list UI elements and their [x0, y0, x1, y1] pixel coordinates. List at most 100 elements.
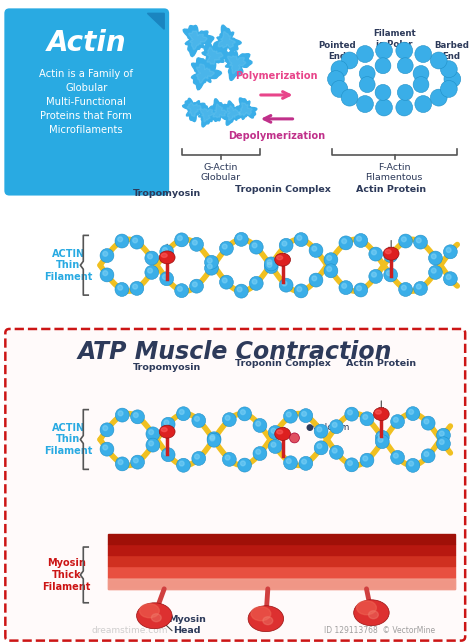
Circle shape: [360, 453, 374, 467]
Circle shape: [342, 283, 346, 289]
Circle shape: [342, 239, 346, 243]
Text: Myosin
Head: Myosin Head: [168, 615, 206, 634]
Circle shape: [147, 268, 153, 273]
Circle shape: [210, 435, 215, 439]
Circle shape: [175, 283, 189, 298]
Circle shape: [190, 238, 203, 251]
Circle shape: [115, 283, 129, 296]
Ellipse shape: [151, 614, 161, 621]
Circle shape: [118, 460, 123, 464]
Ellipse shape: [139, 604, 159, 618]
Circle shape: [115, 234, 129, 248]
Text: dreamstime.com: dreamstime.com: [91, 625, 168, 634]
Circle shape: [406, 459, 420, 472]
Circle shape: [378, 437, 383, 442]
Circle shape: [207, 432, 221, 446]
Circle shape: [359, 66, 375, 82]
Circle shape: [252, 279, 257, 284]
Circle shape: [312, 246, 317, 251]
Polygon shape: [189, 31, 207, 50]
Circle shape: [240, 410, 246, 415]
Text: Actin is a Family of
Globular
Multi-Functional
Proteins that Form
Microfilaments: Actin is a Family of Globular Multi-Func…: [39, 69, 133, 135]
Bar: [108, 555, 456, 566]
Circle shape: [271, 428, 276, 433]
Polygon shape: [221, 52, 252, 80]
Circle shape: [393, 453, 398, 458]
Circle shape: [347, 410, 352, 415]
Ellipse shape: [368, 611, 378, 619]
Circle shape: [179, 461, 184, 466]
Text: ACTIN
Thin
Filament: ACTIN Thin Filament: [44, 249, 93, 282]
Circle shape: [133, 238, 137, 243]
Circle shape: [375, 99, 392, 116]
Circle shape: [256, 450, 261, 454]
Circle shape: [164, 451, 169, 455]
Circle shape: [103, 445, 108, 450]
Circle shape: [252, 243, 257, 248]
Circle shape: [327, 267, 332, 272]
Polygon shape: [196, 105, 219, 127]
Text: Filament
is Polar: Filament is Polar: [373, 29, 416, 49]
Bar: [108, 534, 456, 544]
Circle shape: [267, 260, 272, 265]
Circle shape: [324, 264, 338, 278]
Circle shape: [147, 254, 153, 259]
Circle shape: [283, 456, 297, 469]
Circle shape: [163, 274, 167, 279]
Circle shape: [444, 272, 457, 286]
Text: Pointed
End: Pointed End: [318, 41, 356, 61]
Circle shape: [314, 424, 328, 438]
Circle shape: [118, 285, 123, 290]
Text: Depolymerization: Depolymerization: [228, 131, 325, 141]
Circle shape: [253, 446, 267, 460]
Polygon shape: [187, 102, 201, 117]
Polygon shape: [209, 99, 232, 121]
Ellipse shape: [251, 607, 271, 621]
Ellipse shape: [385, 250, 391, 254]
Circle shape: [372, 250, 376, 255]
Circle shape: [210, 436, 215, 441]
Circle shape: [332, 448, 337, 453]
Circle shape: [375, 430, 389, 444]
Circle shape: [331, 80, 348, 97]
Circle shape: [238, 407, 252, 421]
Ellipse shape: [375, 410, 381, 414]
Polygon shape: [196, 64, 214, 83]
Polygon shape: [182, 99, 206, 122]
Circle shape: [369, 247, 383, 261]
Circle shape: [386, 270, 392, 276]
Circle shape: [222, 452, 236, 466]
Circle shape: [130, 235, 144, 249]
Circle shape: [118, 237, 123, 242]
Circle shape: [240, 461, 246, 466]
Circle shape: [428, 265, 442, 279]
Circle shape: [222, 244, 227, 249]
Circle shape: [294, 284, 308, 298]
Text: F-Actin
Filamentous: F-Actin Filamentous: [365, 163, 423, 182]
Circle shape: [414, 235, 428, 249]
Circle shape: [131, 455, 145, 469]
Circle shape: [360, 412, 374, 426]
Circle shape: [430, 52, 447, 69]
Polygon shape: [228, 56, 246, 73]
Circle shape: [439, 440, 444, 444]
Circle shape: [235, 284, 248, 298]
Circle shape: [207, 433, 221, 447]
Bar: [108, 566, 456, 577]
Circle shape: [416, 284, 421, 289]
Circle shape: [297, 287, 302, 292]
Circle shape: [283, 409, 297, 423]
Ellipse shape: [277, 256, 283, 260]
Circle shape: [177, 287, 182, 291]
Ellipse shape: [159, 425, 175, 438]
Circle shape: [279, 278, 293, 292]
Circle shape: [314, 441, 328, 455]
Circle shape: [324, 252, 338, 267]
Circle shape: [133, 413, 138, 417]
Circle shape: [359, 77, 375, 93]
Circle shape: [414, 281, 428, 296]
Circle shape: [312, 276, 317, 281]
Circle shape: [282, 241, 287, 246]
Text: Actin: Actin: [46, 29, 126, 57]
Text: Actin Protein: Actin Protein: [346, 359, 416, 368]
